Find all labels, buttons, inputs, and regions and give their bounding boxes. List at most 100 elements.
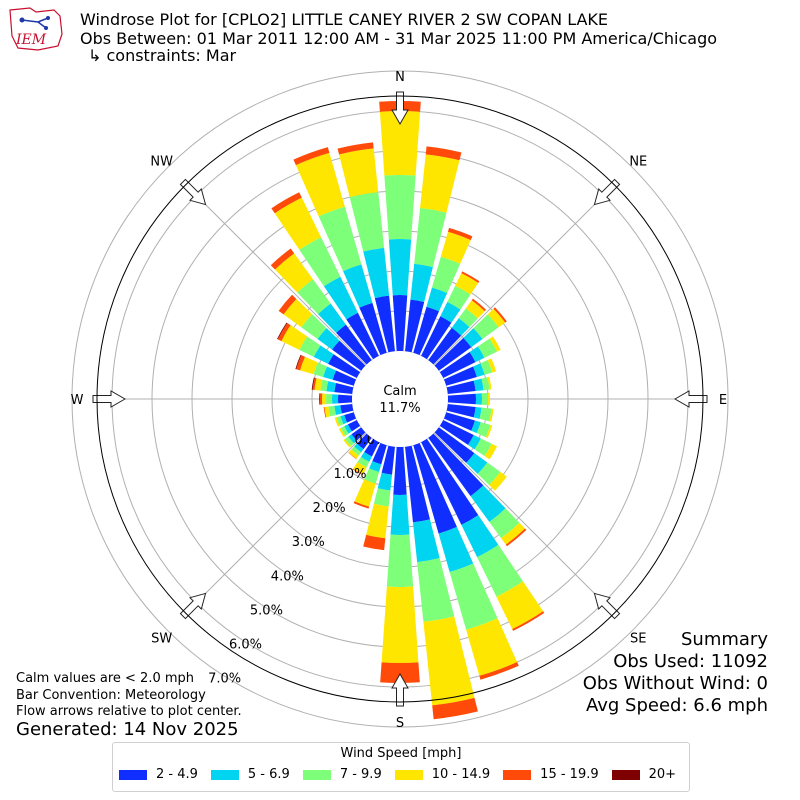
- wind-bar-segment: [501, 522, 526, 545]
- wind-bar-segment: [477, 462, 501, 486]
- wind-bar-segment: [281, 325, 308, 350]
- wind-bar-segment: [352, 468, 364, 476]
- chart-title: Windrose Plot for [CPLO2] LITTLE CANEY R…: [80, 10, 609, 29]
- wind-bar-segment: [274, 253, 314, 293]
- legend-label: 5 - 6.9: [247, 767, 290, 782]
- legend-title: Wind Speed [mph]: [340, 746, 462, 761]
- wind-bar-segment: [405, 299, 425, 353]
- calm-value: 11.7%: [379, 401, 420, 416]
- flow-arrow-shape: [673, 390, 708, 408]
- wind-bar-segment: [321, 393, 327, 405]
- wind-bar-segment: [473, 406, 482, 419]
- legend-items: 2 - 4.9 5 - 6.9 7 - 9.9 10 - 14.9 15 - 1…: [119, 767, 689, 782]
- wind-bar-segment: [293, 147, 330, 166]
- grid-ring: [71, 70, 729, 728]
- wind-bar-segment: [300, 356, 318, 375]
- wind-bar-segment: [324, 406, 331, 418]
- wind-bar-segment: [351, 427, 366, 441]
- legend-swatch: [394, 769, 423, 780]
- wind-bar-segment: [428, 433, 484, 497]
- chart-subtitle: Obs Between: 01 Mar 2011 12:00 AM - 31 M…: [80, 29, 718, 48]
- wind-bar-segment: [446, 404, 476, 418]
- wind-bar-segment: [484, 443, 498, 460]
- calm-note: Calm values are < 2.0 mph: [16, 671, 195, 686]
- wind-bar-segment: [366, 503, 389, 539]
- wind-bar-segment: [334, 383, 354, 394]
- grid-spoke: [433, 432, 615, 614]
- wind-bar-segment: [388, 239, 412, 296]
- flow-arrow: [179, 178, 207, 206]
- wind-bar-segment: [312, 377, 317, 391]
- wind-bar-segment: [434, 337, 472, 371]
- wind-bar-segment: [485, 424, 493, 439]
- wind-bar-segment: [349, 192, 385, 252]
- wind-bar-segment: [467, 434, 481, 450]
- wind-bar-segment: [336, 416, 344, 426]
- wind-bar-segment: [471, 298, 487, 312]
- flow-arrow: [391, 672, 409, 707]
- legend-swatch: [611, 769, 640, 780]
- wind-bar-segment: [423, 616, 475, 706]
- wind-bar-segment: [474, 438, 492, 457]
- wind-bar-segment: [351, 446, 362, 456]
- summary-box: Summary Obs Used: 11092 Obs Without Wind…: [583, 629, 768, 717]
- wind-bar-segment: [412, 519, 440, 563]
- wind-bar-segment: [489, 508, 520, 539]
- wind-bar-segment: [466, 453, 488, 475]
- wind-bar-segment: [392, 294, 408, 352]
- wind-bar-segment: [353, 501, 370, 509]
- wind-bar-segment: [344, 424, 352, 434]
- wind-bar-segment: [414, 208, 447, 268]
- wind-bar-segment: [373, 488, 391, 507]
- calm-label: Calm: [383, 384, 416, 399]
- wind-bar-segment: [353, 462, 367, 475]
- wind-bar-segment: [323, 366, 337, 380]
- wind-bar-segment: [426, 287, 448, 312]
- wind-bar-segment: [277, 322, 291, 342]
- radial-tick-label: 2.0%: [313, 501, 346, 516]
- wind-bar-segment: [440, 231, 471, 264]
- wind-bar-segment: [347, 420, 361, 432]
- wind-bar-segment: [428, 327, 462, 365]
- wind-bar-segment: [505, 528, 527, 547]
- wind-bar-segment: [356, 433, 372, 450]
- wind-bar-segment: [295, 354, 302, 370]
- wind-bar-segment: [340, 404, 354, 414]
- wind-bar-segment: [374, 295, 395, 353]
- direction-arrows: [92, 91, 708, 707]
- wind-bar-segment: [379, 110, 421, 176]
- wind-bar-segment: [340, 426, 349, 436]
- bar-convention-note: Bar Convention: Meteorology: [16, 688, 206, 703]
- wind-bar-segment: [386, 534, 414, 587]
- wind-bar-segment: [476, 422, 491, 438]
- wind-bar-segment: [413, 442, 457, 534]
- flow-arrow-shape: [92, 390, 127, 408]
- summary-heading: Summary: [681, 629, 768, 650]
- legend-swatch: [119, 769, 147, 780]
- flow-arrow: [179, 592, 207, 620]
- wind-bar-segment: [447, 393, 476, 405]
- legend-item: 7 - 9.9: [302, 767, 382, 782]
- wind-bar-segment: [340, 414, 348, 425]
- wind-bar-segment: [449, 563, 498, 630]
- wind-bar-segment: [270, 248, 295, 270]
- wind-bar-segment: [271, 192, 302, 214]
- summary-avg-speed: Avg Speed: 6.6 mph: [586, 695, 768, 716]
- flow-arrow-shape: [179, 592, 207, 620]
- wind-bar-segment: [354, 479, 376, 507]
- wind-bar-segment: [328, 405, 336, 417]
- wind-bar-segment: [440, 301, 461, 323]
- legend-swatch: [503, 769, 532, 780]
- wind-bar-segment: [443, 412, 475, 431]
- logo-text: IEM: [15, 32, 47, 48]
- wind-bar-segment: [314, 378, 323, 391]
- flow-arrow-shape: [391, 672, 409, 707]
- wind-bar-segment: [346, 312, 379, 360]
- windrose-bars: [270, 101, 545, 720]
- wind-bar-segment: [328, 354, 361, 378]
- wind-bar-segment: [363, 247, 390, 299]
- wind-bar-segment: [489, 336, 501, 352]
- radial-tick-label: 1.0%: [334, 467, 367, 482]
- wind-bar-segment: [496, 581, 544, 630]
- wind-bar-segment: [296, 355, 305, 371]
